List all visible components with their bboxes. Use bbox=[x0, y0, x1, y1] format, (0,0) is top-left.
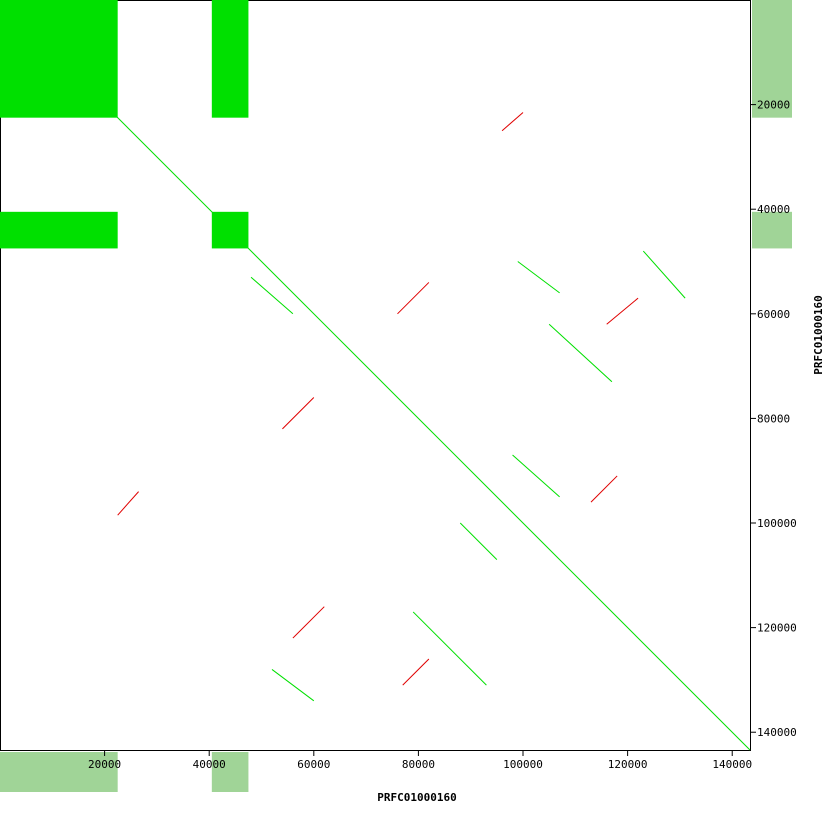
region-band bbox=[752, 211, 792, 249]
match-segment bbox=[501, 112, 524, 132]
match-segment bbox=[250, 276, 294, 315]
repeat-block bbox=[211, 0, 249, 118]
x-tick-label: 40000 bbox=[193, 758, 226, 771]
x-tick-label: 80000 bbox=[402, 758, 435, 771]
region-band bbox=[752, 0, 792, 118]
match-segment bbox=[282, 397, 315, 430]
match-segment bbox=[271, 669, 315, 702]
match-segment bbox=[590, 475, 618, 503]
match-segment bbox=[459, 522, 498, 560]
repeat-block bbox=[0, 211, 118, 249]
match-segment bbox=[517, 261, 560, 294]
x-tick-label: 60000 bbox=[297, 758, 330, 771]
match-segment bbox=[642, 250, 686, 299]
y-tick-label: 140000 bbox=[757, 726, 797, 739]
x-tick-label: 140000 bbox=[712, 758, 752, 771]
match-segment bbox=[117, 491, 139, 516]
match-segment bbox=[292, 606, 325, 639]
y-tick-label: 100000 bbox=[757, 517, 797, 530]
match-segment bbox=[0, 0, 751, 751]
match-segment bbox=[548, 323, 613, 383]
x-tick-label: 20000 bbox=[88, 758, 121, 771]
region-band bbox=[211, 752, 249, 792]
y-axis-label: PRFC01000160 bbox=[812, 295, 825, 374]
y-tick-label: 20000 bbox=[757, 99, 790, 112]
y-tick-label: 60000 bbox=[757, 308, 790, 321]
x-axis-label: PRFC01000160 bbox=[377, 791, 456, 804]
x-tick-label: 120000 bbox=[608, 758, 648, 771]
y-tick-label: 40000 bbox=[757, 203, 790, 216]
x-tick-label: 100000 bbox=[503, 758, 543, 771]
y-tick-label: 80000 bbox=[757, 412, 790, 425]
match-segment bbox=[397, 282, 430, 315]
match-segment bbox=[512, 454, 560, 498]
match-segment bbox=[606, 297, 639, 325]
match-segment bbox=[412, 611, 487, 686]
y-tick-label: 120000 bbox=[757, 622, 797, 635]
match-segment bbox=[402, 658, 430, 686]
region-band bbox=[0, 752, 118, 792]
